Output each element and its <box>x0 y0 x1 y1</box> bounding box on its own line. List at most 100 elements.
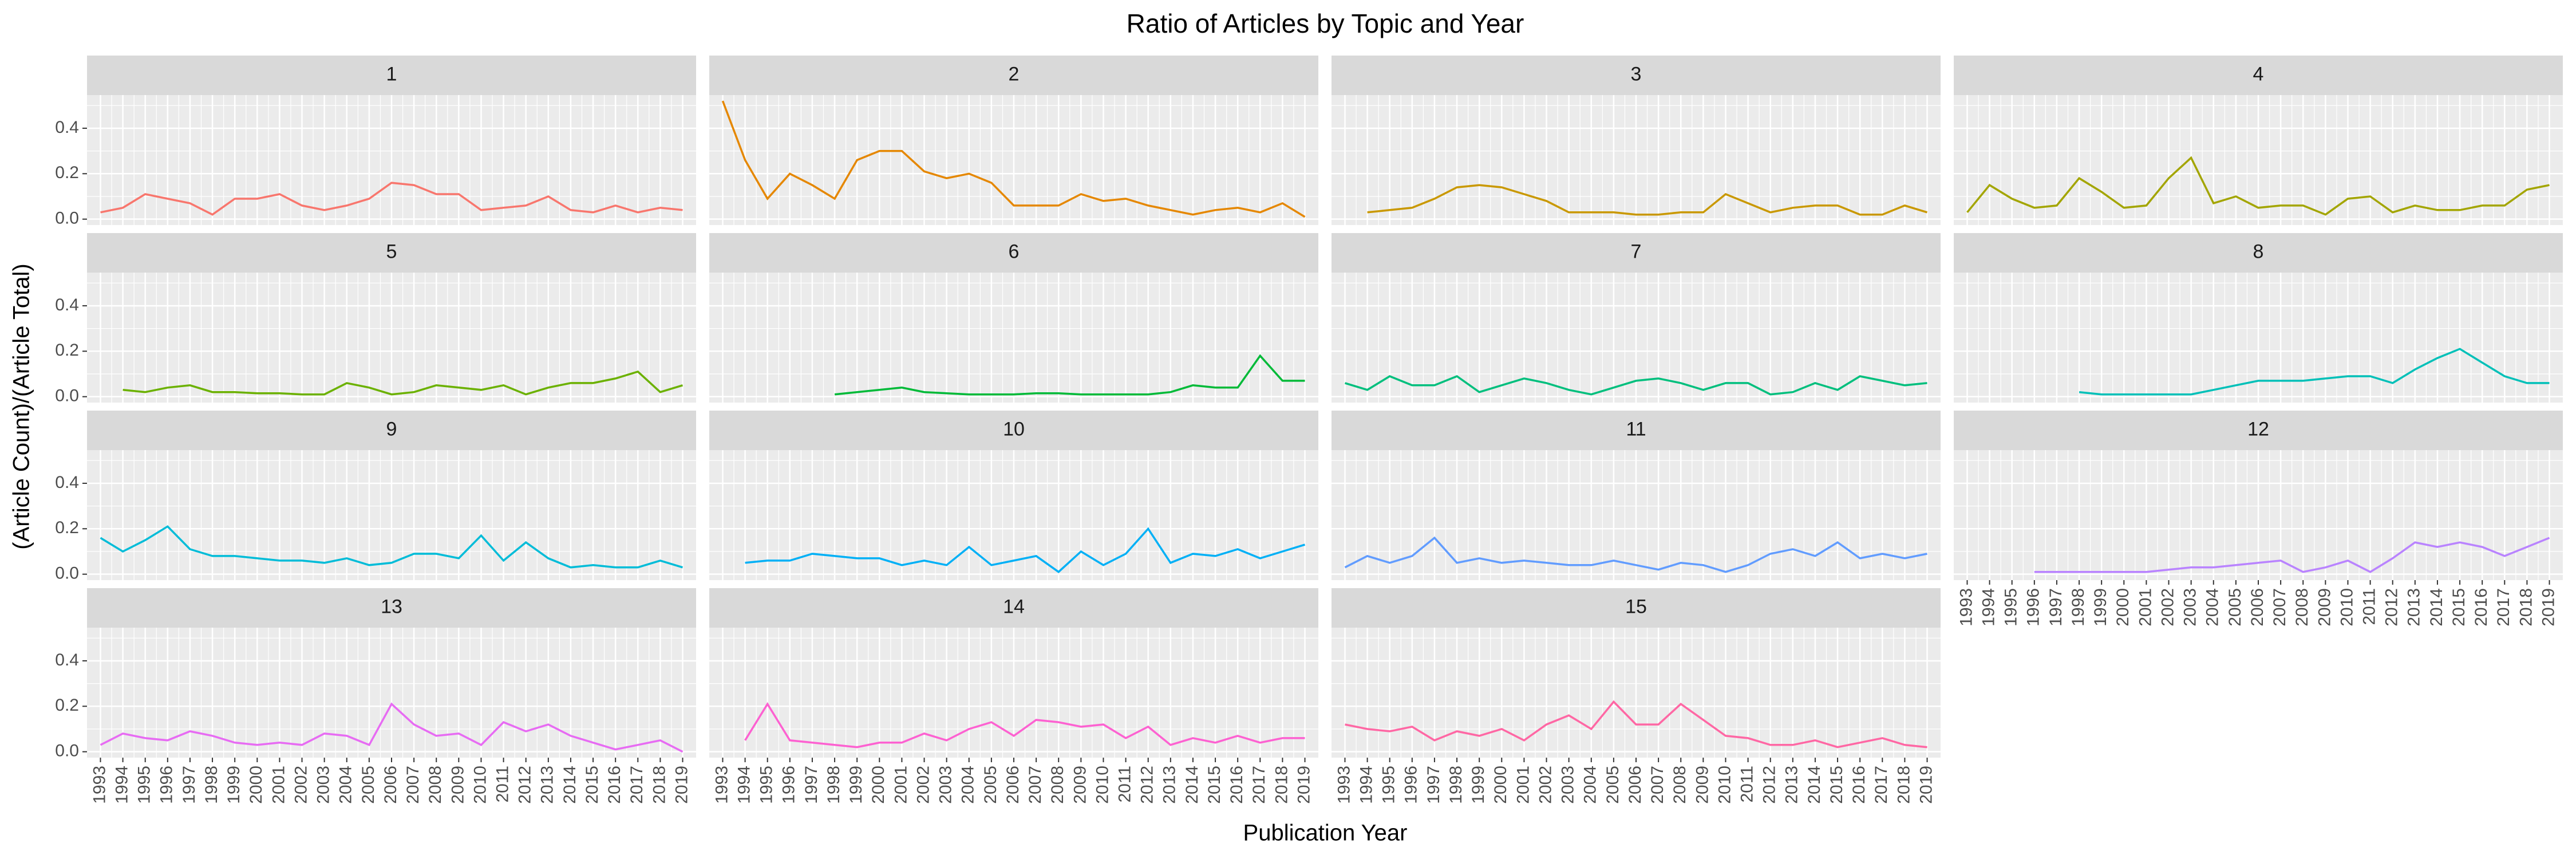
strip <box>87 233 696 273</box>
strip-label: 14 <box>1003 596 1025 617</box>
x-tick-label: 2015 <box>583 766 602 804</box>
x-tick-label: 1994 <box>1357 766 1376 804</box>
x-tick-label: 1997 <box>1424 766 1443 804</box>
x-tick-label: 1995 <box>2002 588 2021 626</box>
series-line <box>100 702 683 753</box>
x-tick-label: 2003 <box>1559 766 1578 804</box>
strip-label: 10 <box>1003 418 1025 440</box>
strip <box>1954 233 2563 273</box>
x-tick-label: 2004 <box>2203 588 2222 626</box>
y-tick-label: 0.2 <box>55 696 79 715</box>
series-line <box>1966 156 2550 216</box>
x-tick-label: 2000 <box>869 766 888 804</box>
x-tick-label: 2019 <box>1294 766 1313 804</box>
x-tick-label: 2004 <box>959 766 978 804</box>
x-tick-label: 2005 <box>2226 588 2245 626</box>
x-tick-label: 2000 <box>1491 766 1510 804</box>
x-tick-label: 2007 <box>1026 766 1045 804</box>
x-tick-label: 2017 <box>2494 588 2513 626</box>
x-tick-label: 2012 <box>516 766 535 804</box>
x-tick-label: 1999 <box>224 766 243 804</box>
x-axis-title: Publication Year <box>1243 821 1408 846</box>
x-tick-label: 2012 <box>2383 588 2401 626</box>
strip-label: 3 <box>1631 63 1642 85</box>
x-tick-label: 1996 <box>780 766 799 804</box>
strip <box>709 588 1318 628</box>
x-tick-label: 2004 <box>1581 766 1600 804</box>
x-tick-label: 2007 <box>2270 588 2289 626</box>
x-tick-label: 2012 <box>1760 766 1779 804</box>
x-tick-label: 2002 <box>914 766 933 804</box>
series-line <box>100 182 683 216</box>
x-tick-label: 1998 <box>824 766 843 804</box>
x-tick-label: 2003 <box>2181 588 2200 626</box>
strip-label: 11 <box>1626 418 1646 440</box>
series-line <box>2034 537 2550 573</box>
strip <box>87 588 696 628</box>
x-tick-label: 2000 <box>2113 588 2132 626</box>
strip-label: 15 <box>1625 596 1647 617</box>
x-tick-label: 2014 <box>1183 766 1202 804</box>
strip-label: 7 <box>1631 241 1642 262</box>
x-tick-label: 1997 <box>180 766 199 804</box>
x-tick-label: 2018 <box>2516 588 2535 626</box>
x-tick-label: 1996 <box>157 766 176 804</box>
x-tick-label: 2000 <box>247 766 266 804</box>
series-line <box>1344 375 1927 396</box>
x-tick-label: 2007 <box>404 766 422 804</box>
x-tick-label: 2013 <box>1160 766 1179 804</box>
strip <box>709 56 1318 95</box>
strip <box>1332 233 1941 273</box>
series-line <box>745 527 1306 573</box>
x-tick-label: 1998 <box>1447 766 1465 804</box>
x-tick-label: 2009 <box>2315 588 2334 626</box>
x-tick-label: 2017 <box>627 766 646 804</box>
strip <box>87 411 696 450</box>
x-tick-label: 2002 <box>291 766 310 804</box>
strip-label: 2 <box>1009 63 1020 85</box>
x-tick-label: 2014 <box>2427 588 2446 626</box>
x-tick-label: 1997 <box>802 766 821 804</box>
strip <box>709 233 1318 273</box>
x-tick-label: 2013 <box>1783 766 1801 804</box>
y-axis-title: (Article Count)/(Article Total) <box>9 263 34 549</box>
x-tick-label: 2001 <box>269 766 288 804</box>
series-line <box>2079 348 2550 396</box>
series-line <box>721 100 1306 218</box>
y-tick-label: 0.2 <box>55 163 79 182</box>
strip-label: 13 <box>381 596 402 617</box>
strip <box>1332 411 1941 450</box>
strip-label: 5 <box>386 241 397 262</box>
x-tick-label: 2008 <box>1048 766 1067 804</box>
x-tick-label: 2008 <box>1670 766 1689 804</box>
x-tick-label: 2010 <box>1093 766 1112 804</box>
x-tick-label: 2006 <box>381 766 400 804</box>
x-tick-label: 2010 <box>471 766 489 804</box>
y-tick-label: 0.4 <box>55 651 79 669</box>
x-tick-label: 1995 <box>757 766 776 804</box>
x-tick-label: 2010 <box>2337 588 2356 626</box>
x-tick-label: 1993 <box>1334 766 1353 804</box>
y-tick-label: 0.0 <box>55 742 79 761</box>
x-tick-label: 2006 <box>1626 766 1645 804</box>
x-tick-label: 2011 <box>1116 766 1135 803</box>
x-tick-label: 2013 <box>538 766 557 804</box>
x-tick-label: 2014 <box>1805 766 1824 804</box>
strip <box>1954 411 2563 450</box>
x-tick-label: 2018 <box>1272 766 1291 804</box>
strip-label: 4 <box>2253 63 2264 85</box>
x-tick-label: 2016 <box>1850 766 1868 804</box>
x-tick-label: 2019 <box>1917 766 1935 804</box>
x-tick-label: 2015 <box>2449 588 2468 626</box>
strip-label: 8 <box>2253 241 2264 262</box>
x-tick-label: 2002 <box>2158 588 2177 626</box>
x-tick-label: 2008 <box>2293 588 2312 626</box>
x-tick-label: 1998 <box>202 766 221 804</box>
x-tick-label: 1996 <box>2024 588 2043 626</box>
y-tick-label: 0.4 <box>55 118 79 137</box>
x-tick-label: 2018 <box>650 766 669 804</box>
x-tick-label: 2016 <box>1227 766 1246 804</box>
x-tick-label: 2001 <box>891 766 910 804</box>
strip-label: 12 <box>2247 418 2269 440</box>
x-tick-label: 2019 <box>2539 588 2558 626</box>
